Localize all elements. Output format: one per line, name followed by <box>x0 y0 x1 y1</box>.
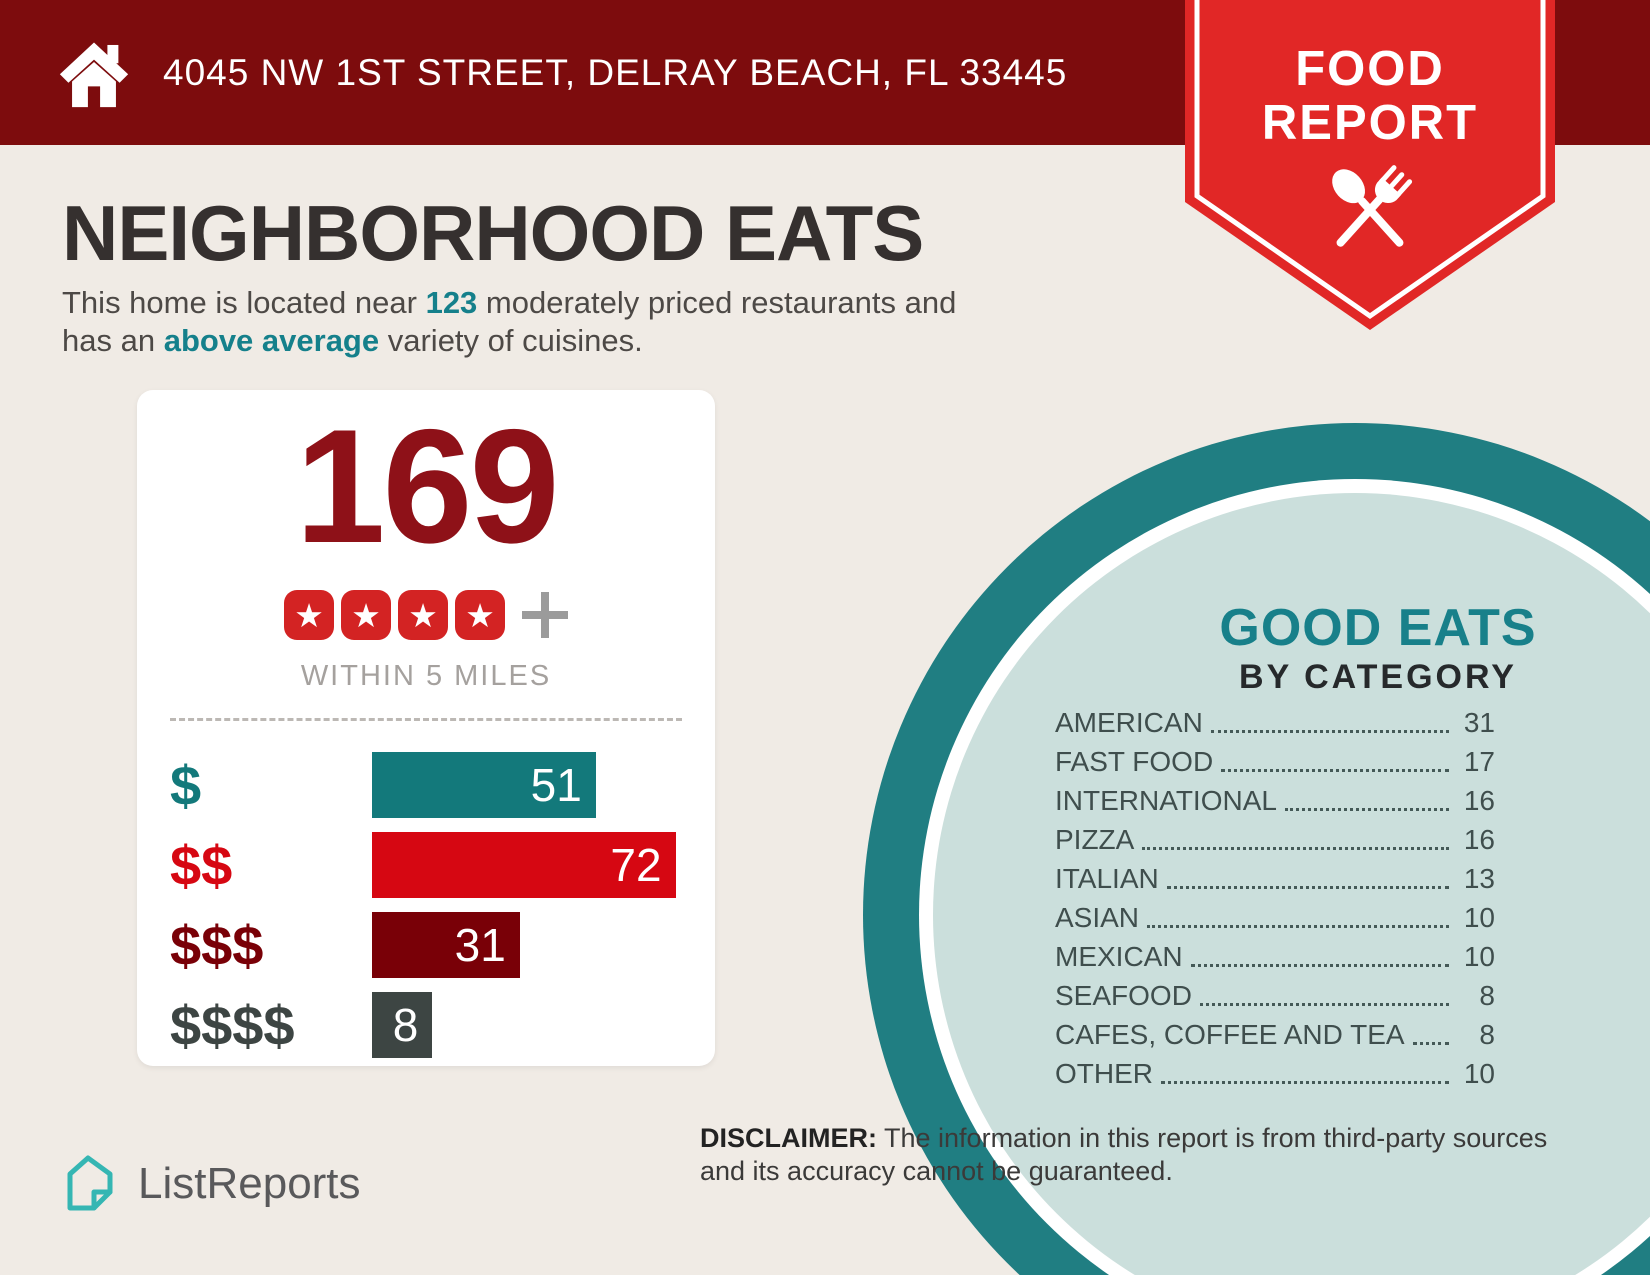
category-row: MEXICAN 10 <box>1055 941 1495 972</box>
restaurant-count: 123 <box>425 285 478 320</box>
brand-name: ListReports <box>138 1159 361 1208</box>
listreports-house-icon <box>67 1155 113 1211</box>
price-tier-label: $$$$ <box>170 993 295 1057</box>
yelp-star-icon: ★ <box>398 590 448 640</box>
price-tier-label: $$ <box>170 833 233 897</box>
dotted-leader <box>1190 964 1449 967</box>
price-bar: 72 <box>372 832 676 898</box>
dotted-leader <box>1284 808 1449 811</box>
price-bar-row: $$$ 31 <box>170 912 682 978</box>
category-row: FAST FOOD 17 <box>1055 746 1495 777</box>
listreports-logo: ListReports <box>58 1152 361 1216</box>
circle-inner-fill <box>933 493 1650 1275</box>
dashed-divider <box>170 718 682 721</box>
yelp-star-icon: ★ <box>284 590 334 640</box>
dotted-leader <box>1199 1003 1449 1006</box>
category-row: INTERNATIONAL 16 <box>1055 785 1495 816</box>
price-bar-row: $$ 72 <box>170 832 682 898</box>
food-report-badge: FOOD REPORT <box>1185 0 1555 335</box>
yelp-star-icon: ★ <box>455 590 505 640</box>
price-bar: 51 <box>372 752 596 818</box>
category-row: OTHER 10 <box>1055 1058 1495 1089</box>
yelp-star-icon: ★ <box>341 590 391 640</box>
category-row: ITALIAN 13 <box>1055 863 1495 894</box>
category-row: SEAFOOD 8 <box>1055 980 1495 1011</box>
category-row: PIZZA 16 <box>1055 824 1495 855</box>
pennant-ribbon <box>1185 0 1555 330</box>
dotted-leader <box>1147 925 1449 928</box>
intro-text: This home is located near 123 moderately… <box>62 285 957 358</box>
within-miles-label: WITHIN 5 MILES <box>300 660 552 692</box>
dotted-leader <box>1166 886 1449 889</box>
home-icon <box>59 42 129 107</box>
dotted-leader <box>1161 1081 1449 1084</box>
price-tier-chart: $ 51 $$ 72 $$$ 31 $$$$ 8 <box>170 752 682 1058</box>
page-title: NEIGHBORHOOD EATS <box>62 189 924 277</box>
star-rating: ★ ★ ★ ★ <box>137 590 715 640</box>
good-eats-title: GOOD EATS <box>1219 599 1537 657</box>
category-list: AMERICAN 31 FAST FOOD 17 INTERNATIONAL 16 P… <box>1055 707 1495 1090</box>
badge-title: FOOD REPORT <box>1261 42 1479 150</box>
price-bar-row: $ 51 <box>170 752 682 818</box>
price-bar: 8 <box>372 992 433 1058</box>
plus-icon <box>522 592 568 638</box>
dotted-leader <box>1412 1042 1449 1045</box>
stats-card: 169 ★ ★ ★ ★ WITHIN 5 MILES $ 51 $$ 72 $$… <box>137 390 715 1066</box>
disclaimer: DISCLAIMER: The information in this repo… <box>700 1123 1548 1186</box>
dotted-leader <box>1210 730 1449 733</box>
dotted-leader <box>1221 769 1449 772</box>
property-address: 4045 NW 1ST STREET, DELRAY BEACH, FL 334… <box>163 51 1068 93</box>
price-tier-label: $ <box>170 753 202 817</box>
restaurant-total: 169 <box>295 396 559 577</box>
variety-rating: above average <box>163 323 380 358</box>
dotted-leader <box>1142 847 1449 850</box>
spoon-fork-icon <box>1332 165 1413 247</box>
good-eats-subtitle: BY CATEGORY <box>1239 658 1517 696</box>
category-row: CAFES, COFFEE AND TEA 8 <box>1055 1019 1495 1050</box>
disclaimer-label: DISCLAIMER: <box>700 1123 877 1153</box>
price-bar: 31 <box>372 912 520 978</box>
category-row: ASIAN 10 <box>1055 902 1495 933</box>
price-bar-row: $$$$ 8 <box>170 992 682 1058</box>
category-row: AMERICAN 31 <box>1055 707 1495 738</box>
price-tier-label: $$$ <box>170 913 264 977</box>
